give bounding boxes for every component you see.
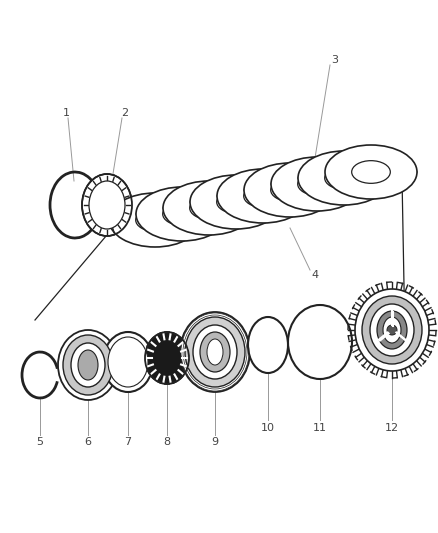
Ellipse shape: [325, 167, 363, 189]
Ellipse shape: [362, 296, 422, 364]
Ellipse shape: [58, 330, 118, 400]
Ellipse shape: [103, 332, 153, 392]
Ellipse shape: [190, 197, 228, 220]
Ellipse shape: [63, 335, 113, 395]
Ellipse shape: [244, 163, 336, 217]
Ellipse shape: [207, 339, 223, 365]
Ellipse shape: [89, 181, 125, 229]
Ellipse shape: [185, 317, 245, 387]
Ellipse shape: [108, 337, 148, 387]
Ellipse shape: [136, 187, 228, 241]
Ellipse shape: [387, 325, 397, 335]
Text: 2: 2: [121, 108, 129, 118]
Text: 11: 11: [313, 423, 327, 433]
Ellipse shape: [293, 310, 347, 374]
Ellipse shape: [217, 169, 309, 223]
Text: 6: 6: [85, 437, 92, 447]
Text: 10: 10: [261, 423, 275, 433]
Ellipse shape: [109, 193, 201, 247]
Ellipse shape: [200, 332, 230, 372]
Ellipse shape: [163, 181, 255, 235]
Ellipse shape: [298, 151, 390, 205]
Ellipse shape: [153, 340, 181, 376]
Ellipse shape: [190, 175, 282, 229]
Ellipse shape: [298, 173, 336, 195]
Ellipse shape: [145, 332, 189, 384]
Ellipse shape: [71, 343, 105, 387]
Ellipse shape: [180, 312, 250, 392]
Ellipse shape: [352, 160, 390, 183]
Text: 5: 5: [36, 437, 43, 447]
Text: 9: 9: [212, 437, 219, 447]
Text: 8: 8: [163, 437, 170, 447]
Ellipse shape: [288, 305, 352, 379]
Text: 3: 3: [332, 55, 339, 65]
Ellipse shape: [253, 322, 283, 368]
Ellipse shape: [271, 179, 309, 201]
Text: 4: 4: [311, 270, 318, 280]
Text: 1: 1: [63, 108, 70, 118]
Ellipse shape: [217, 191, 255, 213]
Text: 12: 12: [385, 423, 399, 433]
Ellipse shape: [355, 289, 429, 371]
Ellipse shape: [248, 317, 288, 373]
Ellipse shape: [82, 174, 132, 236]
Ellipse shape: [244, 184, 283, 207]
Ellipse shape: [383, 317, 401, 343]
Ellipse shape: [377, 311, 407, 349]
Ellipse shape: [325, 145, 417, 199]
Ellipse shape: [78, 350, 98, 380]
Ellipse shape: [193, 325, 237, 379]
Ellipse shape: [162, 203, 201, 225]
Text: 7: 7: [124, 437, 131, 447]
Ellipse shape: [136, 208, 174, 231]
Ellipse shape: [370, 304, 414, 356]
Ellipse shape: [271, 157, 363, 211]
Polygon shape: [112, 163, 402, 229]
